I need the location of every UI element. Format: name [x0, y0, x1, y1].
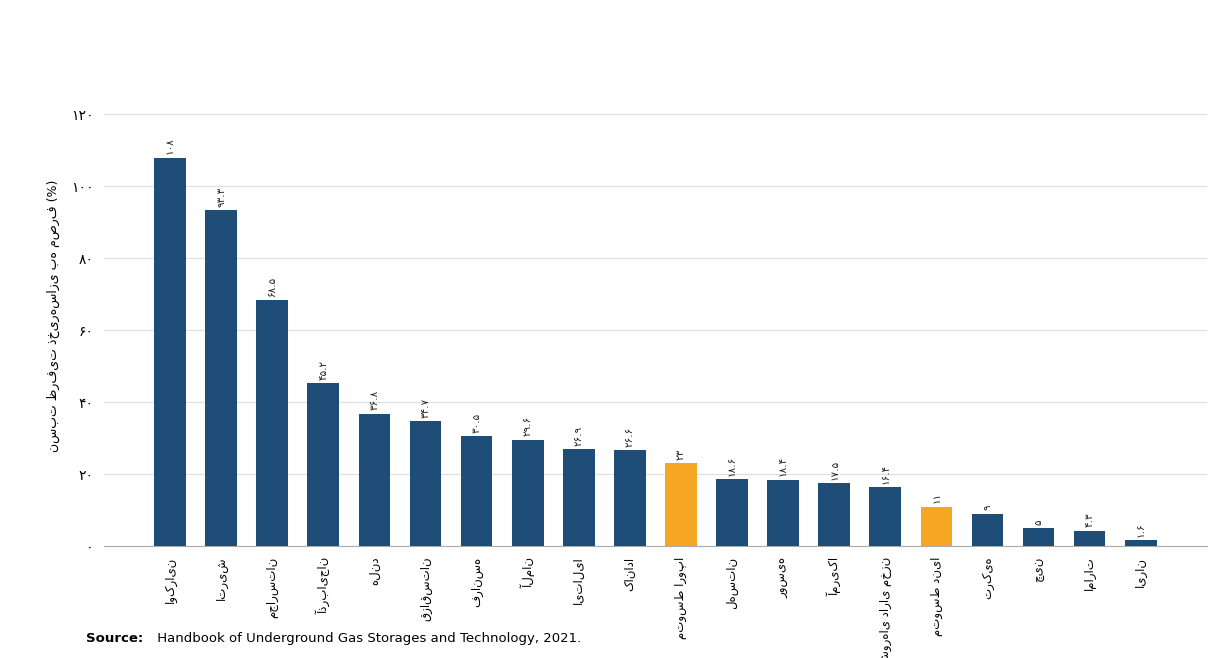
Text: Source:: Source: [86, 632, 143, 645]
Bar [1023, 528, 1055, 546]
Bar [717, 479, 747, 546]
Text: ۲۳: ۲۳ [676, 449, 686, 460]
Text: ۵: ۵ [1034, 519, 1044, 524]
Bar [818, 483, 850, 546]
Text: ۱۸.۴: ۱۸.۴ [778, 456, 788, 476]
Text: ۱۱: ۱۱ [931, 492, 941, 503]
Bar [1074, 530, 1105, 546]
Text: ۱.۶: ۱.۶ [1136, 522, 1145, 537]
Text: Handbook of Underground Gas Storages and Technology, 2021.: Handbook of Underground Gas Storages and… [153, 632, 582, 645]
Bar [920, 507, 952, 546]
Text: ۴۵.۲: ۴۵.۲ [318, 360, 328, 380]
Text: ۶۸.۵: ۶۸.۵ [267, 276, 277, 296]
Text: ۱۶.۴: ۱۶.۴ [881, 463, 891, 484]
Text: ۱۸.۶: ۱۸.۶ [726, 455, 737, 476]
Bar [767, 480, 799, 546]
Bar [665, 463, 697, 546]
Bar [1125, 540, 1156, 546]
Text: ۲۹.۶: ۲۹.۶ [523, 416, 533, 436]
Bar [359, 414, 391, 546]
Bar [307, 384, 339, 546]
Text: ۲۶.۹: ۲۶.۹ [573, 426, 584, 445]
Text: نمودار ۱۳.سهم ظرفیت ذخیرهسازی به کل مصرف گاز طبیعی در هر کشور: نمودار ۱۳.سهم ظرفیت ذخیرهسازی به کل مصرف… [228, 26, 997, 47]
Text: ۳۶.۸: ۳۶.۸ [370, 390, 380, 410]
Text: ۳۰.۵: ۳۰.۵ [472, 413, 481, 433]
Bar [409, 421, 441, 546]
Text: ۴.۳: ۴.۳ [1084, 513, 1095, 527]
Text: ۹: ۹ [982, 505, 992, 510]
Bar [461, 436, 492, 546]
Text: ۲۶.۶: ۲۶.۶ [625, 426, 635, 447]
Y-axis label: نسبت ظرفیت ذخیرهسازی به مصرف (%): نسبت ظرفیت ذخیرهسازی به مصرف (%) [47, 180, 60, 452]
Text: ۱۰۸: ۱۰۸ [165, 137, 175, 154]
Bar [206, 211, 236, 546]
Bar [614, 451, 646, 546]
Text: ۳۴.۷: ۳۴.۷ [420, 397, 430, 418]
Bar [564, 449, 594, 546]
Bar [256, 299, 288, 546]
Bar [971, 514, 1003, 546]
Bar [512, 440, 544, 546]
Text: ۹۳.۳: ۹۳.۳ [216, 187, 227, 207]
Text: ۱۷.۵: ۱۷.۵ [829, 459, 839, 480]
Bar [870, 487, 902, 546]
Bar [154, 157, 186, 546]
